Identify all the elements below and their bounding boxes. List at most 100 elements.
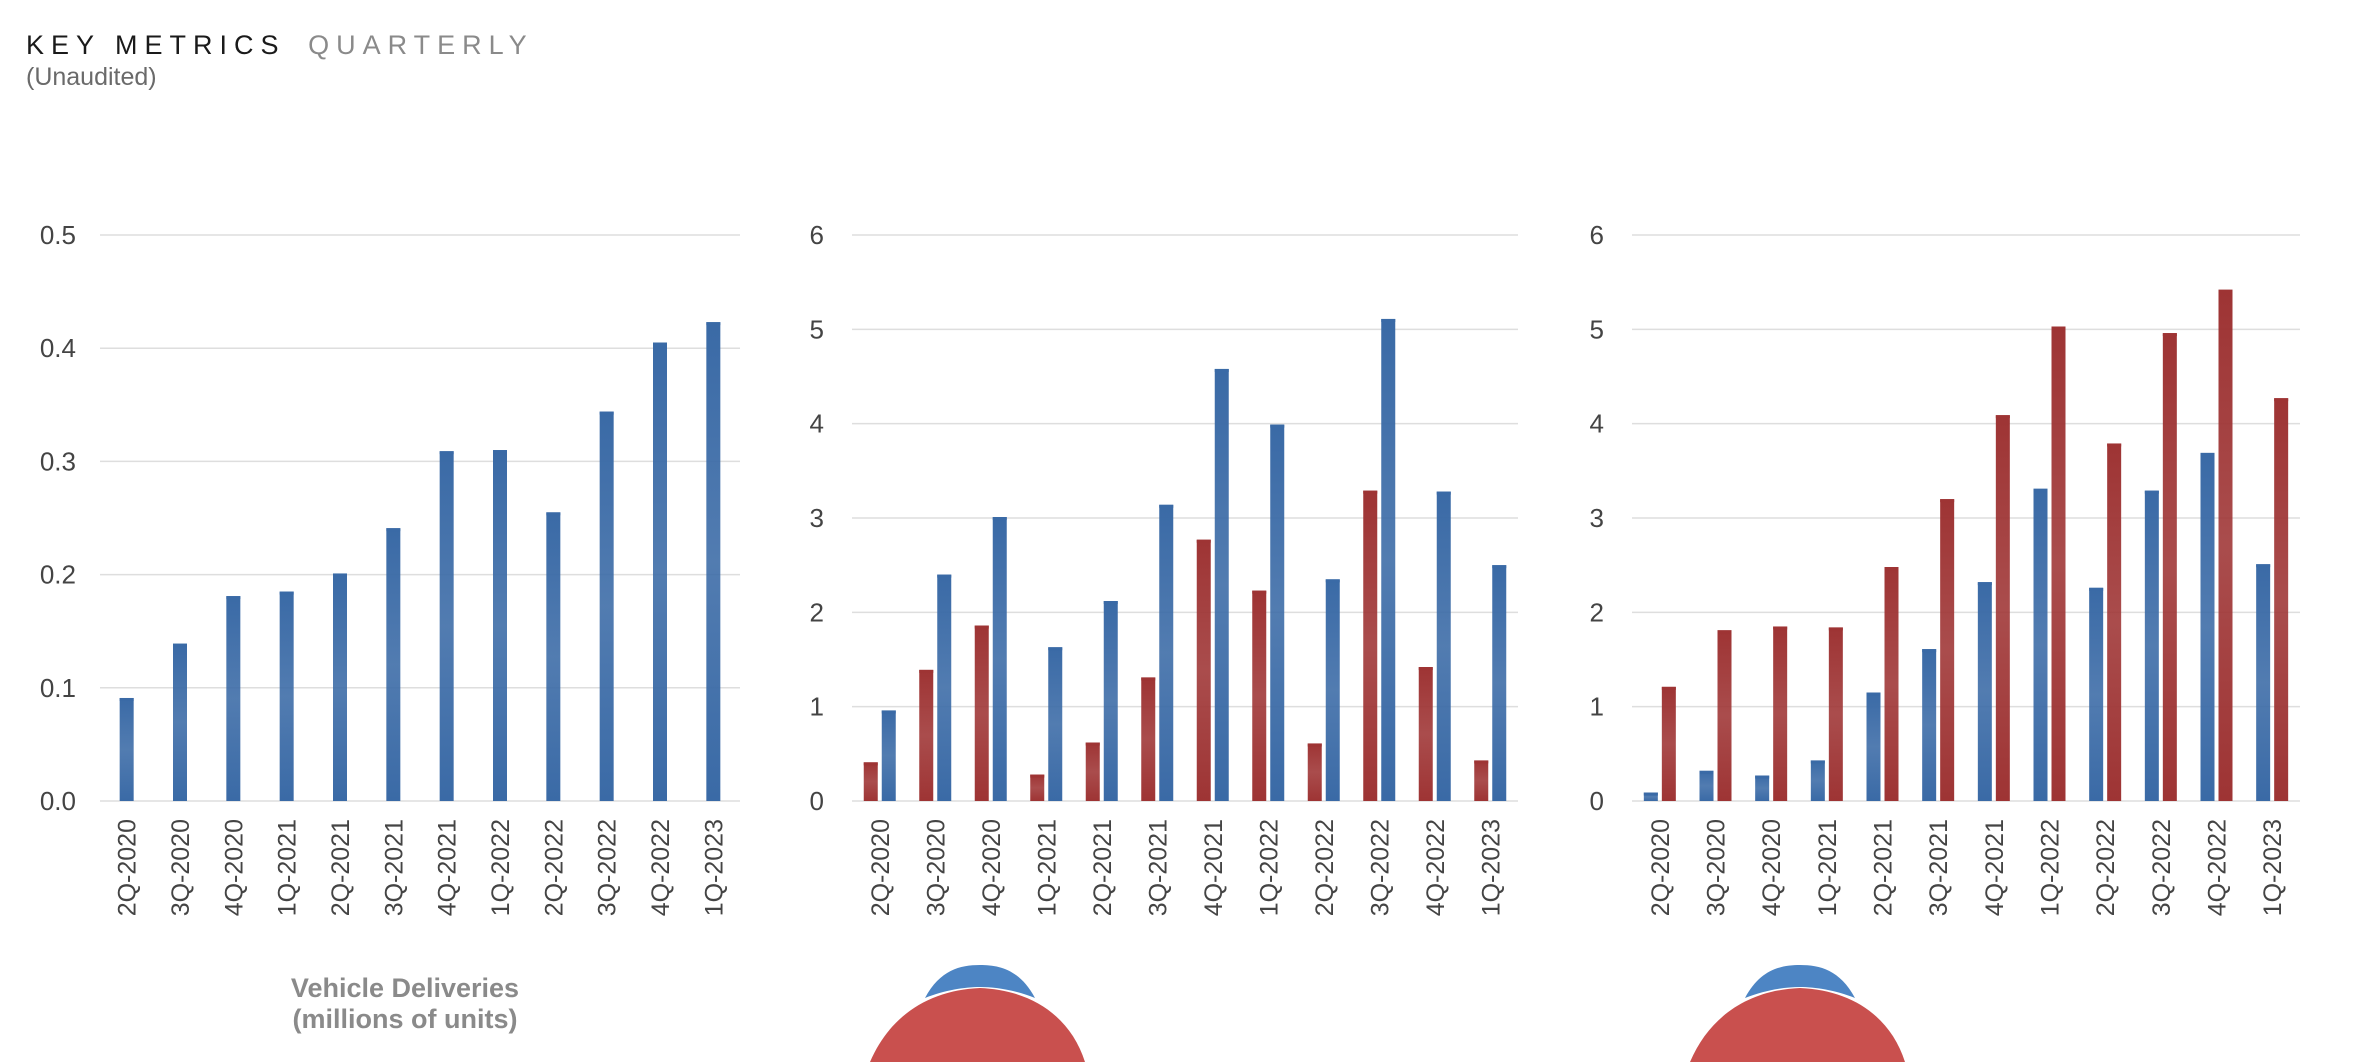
bar — [1643, 792, 1658, 801]
bar — [1141, 677, 1156, 801]
bar — [2089, 587, 2104, 801]
bar-cap — [1363, 490, 1378, 494]
bar — [1866, 692, 1881, 801]
y-tick-label: 1 — [1590, 692, 1604, 722]
y-tick-label: 0.2 — [40, 560, 76, 590]
bar-cap — [493, 450, 507, 454]
x-tick-label: 2Q-2021 — [1089, 819, 1117, 916]
bar — [974, 625, 989, 801]
bar — [1270, 424, 1285, 801]
x-tick-label: 4Q-2020 — [978, 819, 1006, 916]
y-tick-label: 3 — [1590, 503, 1604, 533]
bar-cap — [1866, 692, 1881, 696]
bar-cap — [1325, 579, 1340, 583]
bar-cap — [546, 512, 561, 516]
y-tick-label: 5 — [1590, 314, 1604, 344]
page-title: KEY METRICS QUARTERLY — [26, 30, 534, 61]
bar — [333, 573, 347, 801]
bar — [1755, 775, 1770, 801]
bar — [706, 322, 721, 801]
bar — [653, 342, 667, 801]
bar-cap — [333, 573, 347, 577]
x-tick-label: 4Q-2020 — [220, 819, 248, 916]
bar — [1661, 686, 1676, 801]
bar-cap — [599, 411, 614, 415]
bar-cap — [1810, 760, 1825, 764]
y-tick-label: 2 — [1590, 597, 1604, 627]
bar — [2200, 452, 2215, 801]
bar — [1884, 567, 1899, 801]
bar — [2033, 488, 2048, 801]
bar-cap — [1381, 318, 1396, 322]
middle-bar-chart: 0 1 2 3 4 5 6 2Q-2020 3Q-2020 4Q-2020 1Q-2021 2Q-20… — [810, 220, 1518, 916]
y-tick-label: 1 — [810, 692, 824, 722]
bar-cap — [937, 574, 952, 578]
bar-cap — [1159, 504, 1174, 508]
y-tick-label: 0 — [810, 786, 824, 816]
right-bar-chart: 0 1 2 3 4 5 6 2Q-2020 3Q-2020 4Q-2020 1Q-2021 2Q-20… — [1590, 220, 2300, 916]
bar-cap — [2274, 398, 2289, 402]
bar — [1196, 539, 1211, 801]
vehicle-deliveries-chart: 0.0 0.1 0.2 0.3 0.4 0.5 2Q-2020 3Q-2020 4Q-2020 1… — [40, 220, 740, 1034]
bar-cap — [1643, 792, 1658, 796]
x-tick-label: 2Q-2022 — [1311, 819, 1339, 916]
bar-cap — [1307, 743, 1322, 747]
x-tick-label: 3Q-2020 — [922, 819, 950, 916]
bar — [1977, 582, 1992, 801]
bar-cap — [1103, 601, 1118, 605]
y-tick-label: 0 — [1590, 786, 1604, 816]
x-tick-label: 1Q-2021 — [1033, 819, 1061, 916]
bar-cap — [1995, 415, 2010, 419]
bar — [937, 574, 952, 801]
x-tick-label: 4Q-2022 — [2204, 819, 2232, 916]
bar-cap — [1773, 626, 1788, 630]
bar — [1325, 579, 1340, 801]
bar — [1381, 318, 1396, 801]
bar-cap — [1270, 424, 1285, 428]
bar-cap — [279, 591, 294, 595]
bar — [2107, 443, 2122, 801]
y-tick-label: 0.3 — [40, 446, 76, 476]
bar — [2144, 490, 2159, 801]
bar — [1048, 647, 1063, 801]
chart-subtitle: (millions of units) — [293, 1004, 518, 1034]
bar — [1717, 630, 1732, 801]
bar-cap — [1828, 627, 1843, 631]
x-tick-label: 3Q-2021 — [380, 819, 408, 916]
bar-cap — [992, 517, 1007, 521]
bar — [1699, 770, 1714, 801]
chart-title: Vehicle Deliveries — [291, 973, 519, 1003]
y-tick-label: 6 — [1590, 220, 1604, 250]
x-tick-label: 3Q-2020 — [1703, 819, 1731, 916]
bar — [1418, 667, 1433, 801]
bar — [1922, 649, 1937, 801]
y-tick-label: 4 — [1590, 409, 1604, 439]
bar — [2162, 333, 2177, 801]
bar — [1363, 490, 1378, 801]
y-tick-label: 2 — [810, 597, 824, 627]
bar — [2051, 326, 2066, 801]
bar-cap — [863, 762, 878, 766]
bar — [2274, 398, 2289, 801]
bar-cap — [386, 528, 401, 532]
bar-cap — [1030, 774, 1045, 778]
bar — [1773, 626, 1788, 801]
x-tick-label: 3Q-2022 — [2148, 819, 2176, 916]
bar-cap — [2200, 452, 2215, 456]
bar — [119, 697, 134, 801]
x-tick-label: 1Q-2021 — [274, 819, 302, 916]
bar-cap — [2218, 289, 2233, 293]
x-tick-label: 2Q-2022 — [2092, 819, 2120, 916]
x-tick-label: 3Q-2022 — [1366, 819, 1394, 916]
x-tick-label: 4Q-2021 — [1200, 819, 1228, 916]
bar — [173, 643, 187, 801]
x-tick-label: 3Q-2021 — [1144, 819, 1172, 916]
bar-cap — [2051, 326, 2066, 330]
bar-cap — [1699, 770, 1714, 774]
y-tick-label: 0.4 — [40, 333, 76, 363]
bar — [1940, 499, 1955, 801]
x-tick-label: 4Q-2021 — [1981, 819, 2009, 916]
bar — [599, 411, 614, 801]
bar-cap — [1474, 760, 1489, 764]
bar-cap — [2144, 490, 2159, 494]
